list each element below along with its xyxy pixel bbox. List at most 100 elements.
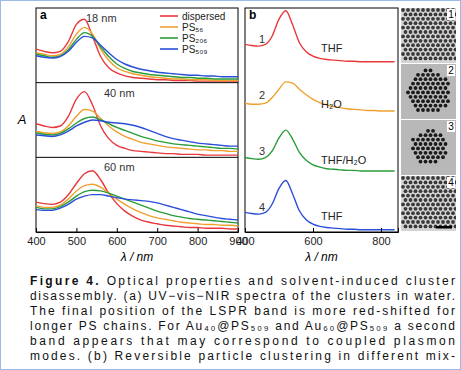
legend-swatch <box>160 15 178 17</box>
particle <box>424 77 428 81</box>
particle <box>444 95 448 99</box>
particle <box>416 82 420 86</box>
particle <box>439 216 443 220</box>
particle <box>444 207 448 211</box>
particle <box>401 52 405 56</box>
x-tick-label: 400 <box>236 235 254 247</box>
particle <box>416 203 420 207</box>
particle <box>421 185 425 189</box>
micrograph <box>401 120 456 175</box>
caption-text: disassembly. (a) UV−vis−NIR spectra of t… <box>30 289 455 303</box>
particle <box>409 225 413 229</box>
particle <box>441 35 445 39</box>
micrograph-label-bg <box>447 9 455 20</box>
particle <box>421 35 425 39</box>
particle <box>426 91 430 95</box>
micrograph-background <box>401 176 456 231</box>
particle <box>426 147 430 151</box>
particle <box>454 216 456 220</box>
particle <box>419 95 423 99</box>
particle <box>439 151 443 155</box>
particle <box>421 17 425 21</box>
particle <box>419 216 423 220</box>
particle <box>429 142 433 146</box>
particle <box>454 39 456 43</box>
particle <box>434 48 438 52</box>
legend-entry: PS₂₀₆ <box>182 33 207 44</box>
particle <box>444 104 448 108</box>
particle <box>406 8 410 12</box>
particle <box>411 220 415 224</box>
legend-swatch <box>160 37 178 39</box>
solvent-label: H₂O <box>321 98 342 110</box>
micrographs: 1234 <box>401 8 461 231</box>
particle <box>414 57 418 61</box>
particle <box>429 160 433 164</box>
legend: dispersedPS₅₆PS₂₀₆PS₅₀₉ <box>160 11 225 55</box>
particle <box>444 39 448 43</box>
subplot-title: 40 nm <box>104 87 135 99</box>
particle <box>431 8 435 12</box>
particle <box>409 216 413 220</box>
spectrum-line <box>36 92 238 155</box>
spectrum-number: 3 <box>259 145 265 157</box>
particle <box>411 82 415 86</box>
particle <box>446 35 450 39</box>
spectrum-line <box>36 195 238 220</box>
chart-panel: 1THF2H₂O3THF/H₂O4THF400600800λ / nmb <box>236 8 398 264</box>
particle <box>426 43 430 47</box>
particle <box>416 194 420 198</box>
particle <box>421 176 425 180</box>
particle <box>419 57 423 61</box>
x-tick-mark <box>36 228 37 232</box>
x-tick-mark <box>117 228 118 232</box>
particle <box>439 13 443 17</box>
spectrum-line <box>36 19 238 81</box>
caption-line: band appears that may correspond to coup… <box>30 334 455 348</box>
particle <box>426 8 430 12</box>
particle <box>404 198 408 202</box>
particle <box>449 39 453 43</box>
particle <box>429 133 433 137</box>
caption-line: modes. (b) Reversible particle clusterin… <box>30 349 455 363</box>
caption-label: Figure 4. <box>30 274 99 288</box>
plot-lines <box>245 82 395 111</box>
particle <box>436 17 440 21</box>
particle <box>401 203 405 207</box>
particle <box>431 176 435 180</box>
particle <box>449 30 453 34</box>
particle <box>404 13 408 17</box>
particle <box>401 35 405 39</box>
particle <box>431 220 435 224</box>
particle <box>401 8 405 12</box>
particle <box>451 43 455 47</box>
particle <box>446 26 450 30</box>
particle <box>431 147 435 151</box>
particle <box>434 133 438 137</box>
particle <box>406 91 410 95</box>
particle <box>444 57 448 61</box>
particle <box>419 142 423 146</box>
particle <box>411 176 415 180</box>
particle <box>411 8 415 12</box>
particle <box>436 43 440 47</box>
legend-entry: PS₅₆ <box>182 22 203 33</box>
particle <box>419 39 423 43</box>
legend-entry: PS₅₀₉ <box>182 44 208 55</box>
plot-frame <box>245 8 398 232</box>
particle <box>436 73 440 77</box>
y-axis-title: A <box>17 112 27 127</box>
particle <box>441 185 445 189</box>
particle <box>404 189 408 193</box>
particle <box>409 198 413 202</box>
particle <box>439 198 443 202</box>
particle <box>434 77 438 81</box>
particle <box>409 21 413 25</box>
particle <box>426 155 430 159</box>
particle <box>431 108 435 112</box>
spectrum-number: 1 <box>259 33 265 45</box>
particle <box>424 207 428 211</box>
particle <box>409 181 413 185</box>
particle <box>444 48 448 52</box>
particle <box>451 211 455 215</box>
